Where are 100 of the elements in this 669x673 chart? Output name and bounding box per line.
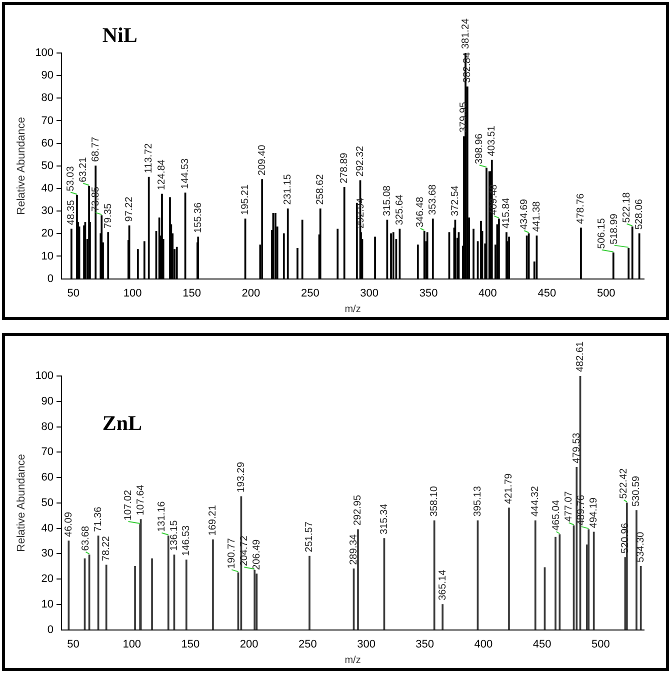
annotation: 530.59 — [631, 475, 642, 507]
annotation: 353.68 — [428, 184, 439, 215]
x-tick-label: 450 — [532, 638, 552, 650]
y-tick-label: 20 — [41, 573, 54, 586]
annotation: 421.79 — [504, 472, 515, 504]
annotation: 231.15 — [282, 174, 294, 205]
x-tick-label: 200 — [240, 638, 258, 650]
annotation: 48.35 — [66, 200, 78, 226]
y-tick-label: 10 — [41, 250, 54, 262]
y-tick-label: 10 — [41, 598, 54, 610]
y-tick-label: 50 — [41, 160, 54, 172]
x-tick-label: 500 — [596, 287, 616, 300]
annotation: 489.76 — [576, 494, 588, 526]
annotation: 78.22 — [101, 536, 112, 562]
chart-title: NiL — [102, 22, 138, 47]
annotation: 107.02 — [123, 489, 134, 520]
annotation: 131.16 — [156, 500, 168, 532]
y-tick-label: 40 — [41, 522, 54, 534]
annotation: 113.72 — [144, 142, 155, 174]
y-tick-label: 70 — [41, 114, 54, 127]
x-tick-label: 250 — [298, 638, 317, 650]
x-tick-label: 150 — [181, 638, 200, 650]
annotation: 346.48 — [415, 196, 426, 228]
annotation: 395.13 — [472, 486, 484, 517]
annotation: 292.32 — [355, 146, 366, 177]
x-tick-label: 350 — [419, 287, 438, 300]
y-tick-label: 90 — [41, 70, 54, 82]
annotation: 315.08 — [382, 185, 393, 216]
annotation: 136.15 — [168, 520, 180, 551]
annotation: 209.40 — [256, 144, 268, 176]
annotation: 258.62 — [315, 174, 326, 205]
annotation: 107.64 — [136, 484, 147, 516]
annotation: 73.85 — [90, 186, 102, 212]
annotation: 46.09 — [63, 512, 74, 537]
annotation: 155.36 — [192, 202, 204, 234]
annotation: 434.69 — [518, 198, 530, 230]
annotation: 465.04 — [551, 500, 562, 531]
y-tick-label: 70 — [41, 446, 54, 458]
y-tick-label: 50 — [41, 496, 54, 509]
annotation: 382.84 — [462, 52, 474, 83]
y-tick-label: 80 — [41, 420, 54, 433]
x-axis-title: m/z — [344, 654, 361, 666]
text: ZnL — [102, 410, 142, 435]
annotation: 444.32 — [530, 486, 542, 517]
y-tick-label: 0 — [47, 272, 54, 285]
x-tick-label: 450 — [538, 287, 556, 300]
y-tick-label: 80 — [41, 92, 54, 104]
x-tick-label: 150 — [182, 287, 201, 300]
annotation: 522.18 — [622, 192, 633, 223]
annotation: 146.53 — [181, 524, 192, 556]
annotation: 169.21 — [208, 504, 219, 536]
y-tick-label: 40 — [41, 182, 54, 195]
annotation: 381.24 — [460, 18, 472, 49]
annotation: 124.84 — [156, 159, 168, 190]
annotation: 315.34 — [378, 503, 390, 534]
x-tick-label: 200 — [242, 287, 260, 300]
x-axis-title: m/z — [344, 304, 361, 315]
annotation: 63.68 — [80, 525, 92, 551]
annotation: 477.07 — [564, 490, 575, 522]
annotation: 71.36 — [93, 506, 104, 532]
x-tick-label: 300 — [360, 287, 379, 300]
annotation: 292.95 — [352, 494, 364, 526]
annotation: 325.64 — [394, 194, 406, 226]
annotation: 251.57 — [304, 521, 316, 552]
annotation: 518.99 — [609, 213, 620, 244]
y-tick-label: 30 — [41, 548, 54, 560]
annotation: 534.30 — [636, 531, 647, 562]
annotation: 520.96 — [620, 522, 631, 554]
annotation: 97.22 — [124, 196, 136, 222]
annotation: 79.35 — [102, 203, 114, 229]
x-tick-label: 50 — [67, 287, 80, 300]
y-tick-label: 100 — [35, 370, 54, 382]
annotation: 63.21 — [78, 156, 89, 182]
x-tick-label: 400 — [478, 287, 497, 300]
annotation: 68.77 — [90, 136, 102, 162]
annotation: 278.89 — [339, 152, 350, 184]
annotation: 195.21 — [240, 184, 252, 215]
y-axis-title: Relative Abundance — [16, 454, 28, 552]
annotation: 478.76 — [576, 192, 587, 224]
annotation: 403.51 — [486, 125, 498, 156]
annotation: 193.29 — [236, 462, 247, 493]
annotation: 365.14 — [437, 569, 448, 600]
annotation: 479.53 — [571, 432, 582, 464]
x-tick-label: 300 — [357, 638, 376, 650]
annotation: 522.42 — [618, 468, 630, 499]
annotation: 206.49 — [251, 538, 262, 570]
y-tick-label: 60 — [41, 137, 54, 150]
x-tick-label: 400 — [474, 638, 493, 650]
annotation: 372.54 — [450, 185, 461, 216]
y-tick-label: 20 — [41, 228, 54, 240]
annotation: 494.19 — [588, 497, 600, 528]
annotation: 358.10 — [429, 486, 440, 517]
x-tick-label: 500 — [591, 638, 610, 650]
y-tick-label: 90 — [41, 395, 54, 408]
annotation: 289.34 — [348, 534, 360, 565]
annotation: 482.61 — [575, 340, 586, 372]
annotation: 506.15 — [596, 218, 608, 249]
annotation: 190.77 — [226, 538, 238, 569]
x-tick-label: 50 — [67, 638, 80, 650]
y-axis-title: Relative Abundance — [16, 116, 28, 215]
